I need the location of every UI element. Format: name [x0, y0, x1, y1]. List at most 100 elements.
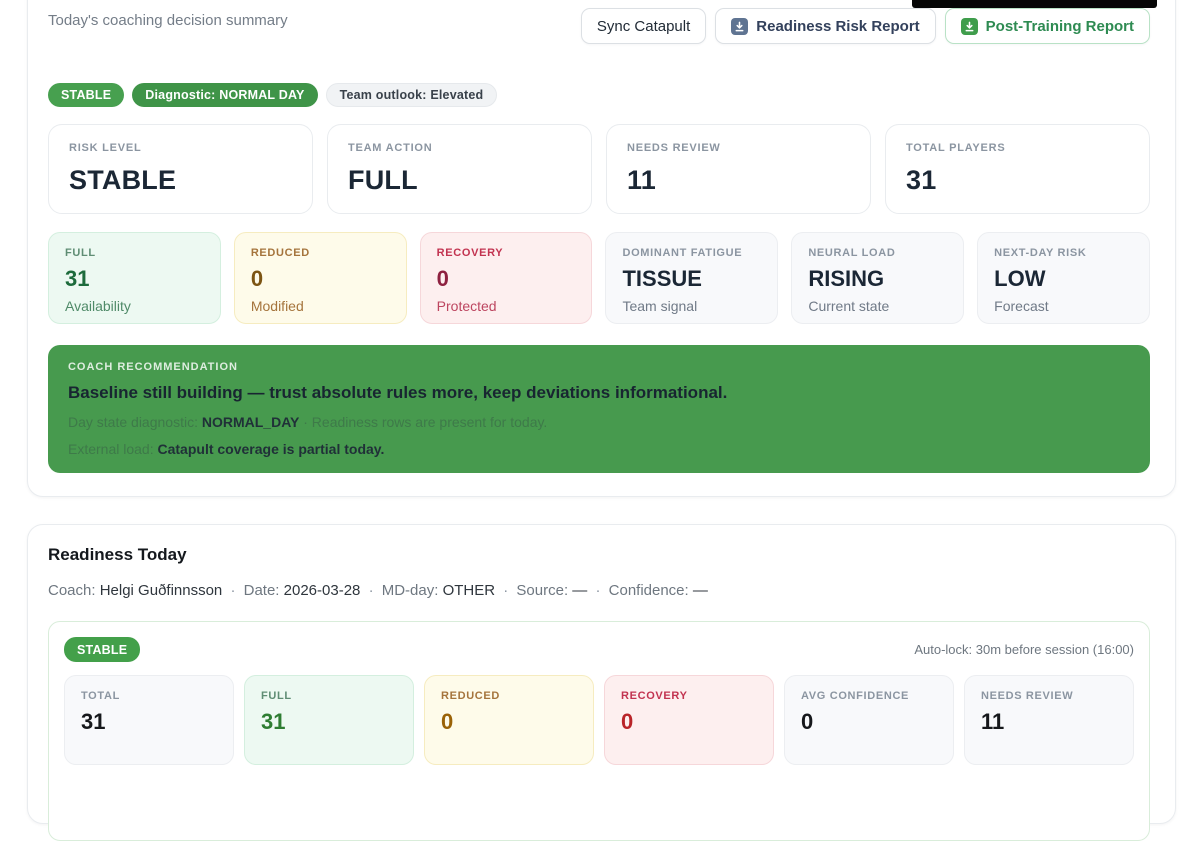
card-label: DOMINANT FATIGUE	[622, 247, 743, 259]
card-value: 0	[441, 709, 454, 734]
summary-header: Today's coaching decision summary Sync C…	[48, 0, 1150, 44]
readiness-card-row: TOTAL 31 FULL 31 REDUCED 0 RECOVERY 0 AV…	[64, 675, 1134, 765]
card-value: 31	[65, 266, 90, 291]
status-badges: STABLE Diagnostic: NORMAL DAY Team outlo…	[48, 83, 1150, 107]
stat-value: STABLE	[69, 165, 177, 195]
card-avg-confidence: AVG CONFIDENCE 0	[784, 675, 954, 765]
md-day-value: OTHER	[442, 582, 496, 599]
card-label: NEXT-DAY RISK	[994, 247, 1087, 259]
card-sublabel: Availability	[65, 298, 131, 314]
sync-catapult-label: Sync Catapult	[596, 17, 691, 35]
summary-subtitle: Today's coaching decision summary	[48, 12, 288, 29]
post-training-report-button[interactable]: Post-Training Report	[944, 8, 1150, 44]
readiness-risk-report-label: Readiness Risk Report	[756, 17, 920, 35]
recommendation-headline: Baseline still building — trust absolute…	[68, 383, 728, 402]
confidence-label: Confidence:	[608, 582, 693, 599]
status-badge: STABLE	[48, 83, 125, 107]
download-icon	[960, 17, 978, 35]
clipped-top-overlay	[912, 0, 1157, 8]
card-label: FULL	[65, 247, 96, 259]
meta-separator: ·	[368, 582, 374, 599]
stat-label: TEAM ACTION	[348, 142, 433, 154]
diagnostic-badge: Diagnostic: NORMAL DAY	[132, 83, 318, 107]
card-full: FULL 31	[244, 675, 414, 765]
readiness-meta-line: Coach: Helgi Guðfinnsson · Date: 2026-03…	[48, 582, 1150, 599]
autolock-note: Auto-lock: 30m before session (16:00)	[914, 642, 1134, 657]
card-value: 0	[250, 266, 264, 291]
diagnostic-prefix: Day state diagnostic:	[68, 414, 202, 430]
readiness-title: Readiness Today	[48, 545, 187, 564]
card-sublabel: Forecast	[994, 298, 1049, 314]
card-dominant-fatigue: DOMINANT FATIGUE TISSUE Team signal	[605, 232, 779, 324]
recommendation-label: COACH RECOMMENDATION	[68, 361, 238, 373]
readiness-status-panel: STABLE Auto-lock: 30m before session (16…	[48, 621, 1150, 841]
confidence-value: —	[692, 582, 708, 599]
post-training-report-label: Post-Training Report	[985, 17, 1134, 35]
date-value: 2026-03-28	[283, 582, 361, 599]
sync-catapult-button[interactable]: Sync Catapult	[580, 8, 707, 44]
card-value: TISSUE	[622, 266, 702, 291]
stat-value: 11	[627, 165, 656, 195]
card-value: RISING	[808, 266, 885, 291]
stat-card-needs-review: NEEDS REVIEW 11	[606, 124, 871, 214]
panel-status-badge: STABLE	[64, 637, 141, 662]
card-reduced: REDUCED 0	[424, 675, 594, 765]
stat-value: FULL	[348, 165, 418, 195]
diagnostic-value: NORMAL_DAY	[201, 414, 300, 430]
card-total: TOTAL 31	[64, 675, 234, 765]
coach-value: Helgi Guðfinnsson	[99, 582, 223, 599]
card-value: 11	[981, 709, 1005, 734]
card-label: RECOVERY	[621, 690, 688, 702]
recommendation-diagnostic-line: Day state diagnostic: NORMAL_DAY · Readi…	[68, 414, 1130, 430]
external-load-prefix: External load:	[68, 441, 158, 457]
stat-card-team-action: TEAM ACTION FULL	[327, 124, 592, 214]
card-value: 0	[801, 709, 814, 734]
diagnostic-suffix: · Readiness rows are present for today.	[299, 414, 548, 430]
card-label: RECOVERY	[436, 247, 504, 259]
card-value: LOW	[994, 266, 1046, 291]
coaching-summary-card: Today's coaching decision summary Sync C…	[27, 0, 1176, 497]
download-icon	[731, 17, 749, 35]
card-label: REDUCED	[441, 690, 501, 702]
coach-recommendation-box: COACH RECOMMENDATION Baseline still buil…	[48, 345, 1150, 473]
card-label: NEEDS REVIEW	[981, 690, 1074, 702]
coach-label: Coach:	[48, 582, 100, 599]
card-label: TOTAL	[81, 690, 120, 702]
summary-actions: Sync Catapult Readiness Risk Report	[580, 8, 1150, 44]
card-value: 0	[436, 266, 449, 291]
readiness-today-card: Readiness Today Coach: Helgi Guðfinnsson…	[27, 524, 1176, 841]
team-outlook-badge: Team outlook: Elevated	[325, 83, 498, 107]
stat-card-total-players: TOTAL PLAYERS 31	[885, 124, 1150, 214]
stat-label: TOTAL PLAYERS	[906, 142, 1006, 154]
card-sublabel: Modified	[250, 298, 304, 314]
date-label: Date:	[243, 582, 284, 599]
card-needs-review: NEEDS REVIEW 11	[964, 675, 1134, 765]
stat-label: RISK LEVEL	[69, 142, 142, 154]
card-recovery: RECOVERY 0	[604, 675, 774, 765]
availability-card-row: FULL 31 Availability REDUCED 0 Modified …	[48, 232, 1150, 324]
readiness-risk-report-button[interactable]: Readiness Risk Report	[715, 8, 936, 44]
source-label: Source:	[516, 582, 573, 599]
card-label: AVG CONFIDENCE	[801, 690, 910, 702]
source-value: —	[572, 582, 588, 599]
card-label: REDUCED	[250, 247, 310, 259]
meta-separator: ·	[595, 582, 601, 599]
stat-value: 31	[906, 165, 937, 195]
card-next-day-risk: NEXT-DAY RISK LOW Forecast	[977, 232, 1150, 324]
card-value: 31	[81, 709, 106, 734]
stat-card-risk-level: RISK LEVEL STABLE	[48, 124, 313, 214]
card-full-availability: FULL 31 Availability	[48, 232, 221, 324]
card-recovery-protected: RECOVERY 0 Protected	[419, 232, 593, 324]
card-sublabel: Protected	[436, 298, 497, 314]
card-reduced-modified: REDUCED 0 Modified	[233, 232, 407, 324]
card-sublabel: Current state	[808, 298, 890, 314]
card-label: NEURAL LOAD	[808, 247, 896, 259]
recommendation-load-line: External load: Catapult coverage is part…	[68, 441, 1130, 457]
stat-card-row: RISK LEVEL STABLE TEAM ACTION FULL NEEDS…	[48, 124, 1150, 214]
card-label: FULL	[261, 690, 292, 702]
meta-separator: ·	[230, 582, 236, 599]
card-value: 0	[621, 709, 634, 734]
meta-separator: ·	[503, 582, 509, 599]
external-load-value: Catapult coverage is partial today.	[157, 441, 385, 457]
card-value: 31	[261, 709, 286, 734]
